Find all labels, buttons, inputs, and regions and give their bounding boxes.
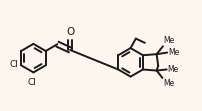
Text: Cl: Cl [28,78,37,87]
Text: Me: Me [163,36,175,45]
Text: Me: Me [168,48,180,57]
Text: Me: Me [168,65,179,74]
Text: Cl: Cl [9,60,18,69]
Text: Me: Me [163,79,174,88]
Text: O: O [66,27,74,37]
